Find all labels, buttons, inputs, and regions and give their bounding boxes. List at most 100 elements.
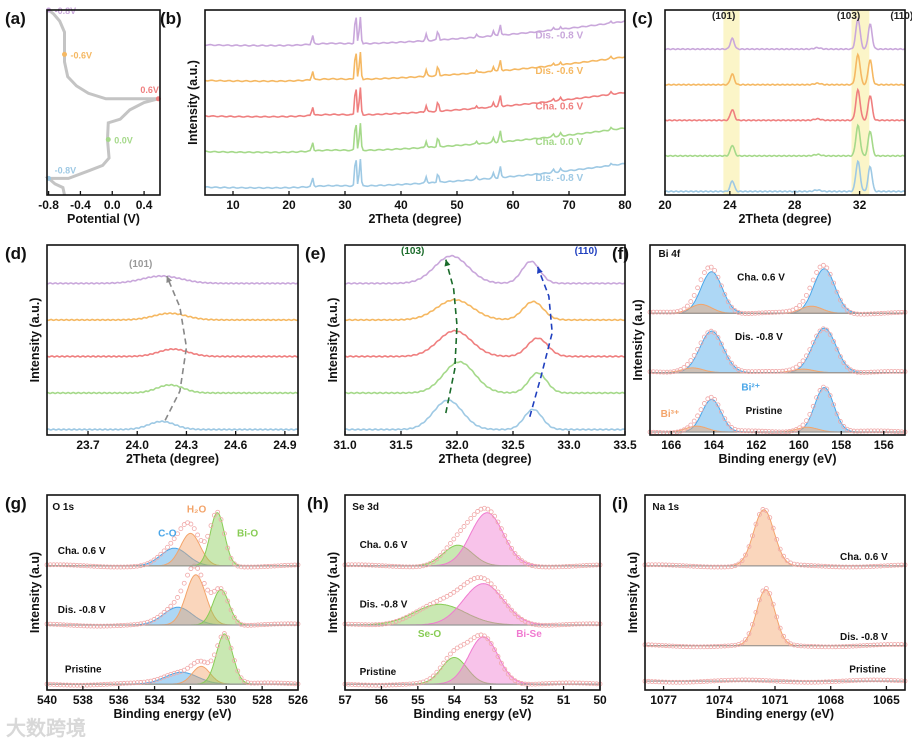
data-point [215, 643, 221, 649]
data-point [753, 521, 759, 527]
data-point [668, 309, 673, 315]
annotation-label: Pristine [746, 406, 783, 417]
x-tick-label: 20 [658, 198, 672, 212]
data-point [111, 681, 117, 687]
data-point [817, 328, 823, 334]
x-tick-label: -0.4 [70, 198, 91, 212]
data-point [282, 563, 288, 568]
data-point [708, 678, 714, 684]
data-point [498, 526, 504, 532]
data-point [349, 562, 355, 568]
data-point [850, 643, 856, 649]
data-point [282, 621, 288, 627]
data-point [882, 428, 887, 434]
data-point [885, 677, 891, 683]
data-point [553, 564, 559, 570]
data-point [705, 678, 710, 684]
data-point [54, 682, 60, 688]
data-point [774, 678, 780, 684]
data-point [788, 679, 793, 685]
x-axis-label: Binding energy (eV) [716, 707, 834, 721]
data-point [533, 563, 538, 569]
data-point [763, 678, 769, 684]
data-point [892, 562, 897, 568]
data-point [812, 563, 818, 569]
data-point [577, 680, 582, 686]
data-point [895, 429, 901, 434]
y-axis-label: Intensity (a.u.) [186, 60, 200, 145]
data-point [809, 563, 814, 568]
data-point [688, 422, 694, 428]
data-point [757, 512, 762, 517]
x-tick-label: 1065 [873, 693, 900, 707]
data-point [885, 428, 891, 434]
data-point [47, 621, 53, 627]
data-point [580, 680, 586, 686]
data-point [827, 393, 833, 398]
data-point [464, 519, 470, 525]
data-point [725, 677, 731, 683]
data-point [681, 364, 687, 370]
annotation-label: (103) [837, 11, 860, 22]
data-point [701, 564, 707, 570]
data-point [475, 633, 481, 639]
data-point [292, 681, 298, 687]
data-point [698, 564, 703, 570]
data-point [570, 680, 576, 686]
panel-f: Bi 4f Cha. 0.6 V Dis. -0.8 V Pristine Bi³⁺ Bi… [612, 244, 908, 466]
annotation-label: Bi²⁺ [741, 382, 760, 393]
data-point [101, 682, 107, 687]
data-point [874, 563, 880, 569]
data-point [661, 369, 666, 375]
data-point [546, 681, 552, 686]
data-point [373, 682, 379, 688]
annotation-label: Cha. 0.6 V [360, 540, 408, 551]
x-tick-label: 1068 [817, 693, 844, 707]
data-point [695, 346, 700, 352]
data-point [454, 645, 460, 651]
data-point [61, 562, 67, 568]
data-point [61, 622, 67, 628]
data-point [766, 310, 772, 315]
data-point [228, 645, 234, 651]
data-point [74, 623, 80, 628]
data-point [791, 679, 797, 685]
data-point [201, 659, 207, 665]
data-point [646, 562, 651, 568]
data-point [232, 658, 237, 663]
x-tick-label: 24.9 [273, 438, 297, 452]
data-point [464, 579, 470, 585]
annotation-label: Bi³⁺ [661, 409, 680, 420]
data-point [750, 677, 755, 683]
data-point [664, 309, 670, 315]
series-line [344, 399, 626, 431]
data-point [417, 680, 423, 686]
data-point [124, 622, 130, 628]
x-tick-label: 1077 [650, 693, 677, 707]
arrowhead-icon [166, 276, 173, 284]
data-point [379, 621, 385, 627]
data-point [252, 564, 257, 570]
data-point [671, 309, 677, 315]
data-point [410, 564, 416, 570]
data-point [248, 680, 254, 686]
arrowhead-icon [444, 259, 451, 267]
data-point [821, 262, 826, 268]
data-point [91, 563, 97, 569]
data-point [810, 277, 816, 283]
x-tick-label: 160 [789, 438, 809, 452]
data-point [225, 598, 231, 604]
data-point [814, 270, 819, 275]
data-point [750, 533, 755, 539]
data-point [878, 311, 884, 316]
axes-frame [644, 494, 906, 691]
data-point [729, 360, 734, 366]
data-point [681, 427, 687, 433]
data-point [81, 623, 87, 629]
data-point [447, 541, 453, 546]
data-point [512, 611, 518, 617]
data-point [787, 429, 792, 434]
data-point [759, 428, 765, 434]
data-point [719, 341, 724, 347]
data-point [218, 586, 224, 592]
